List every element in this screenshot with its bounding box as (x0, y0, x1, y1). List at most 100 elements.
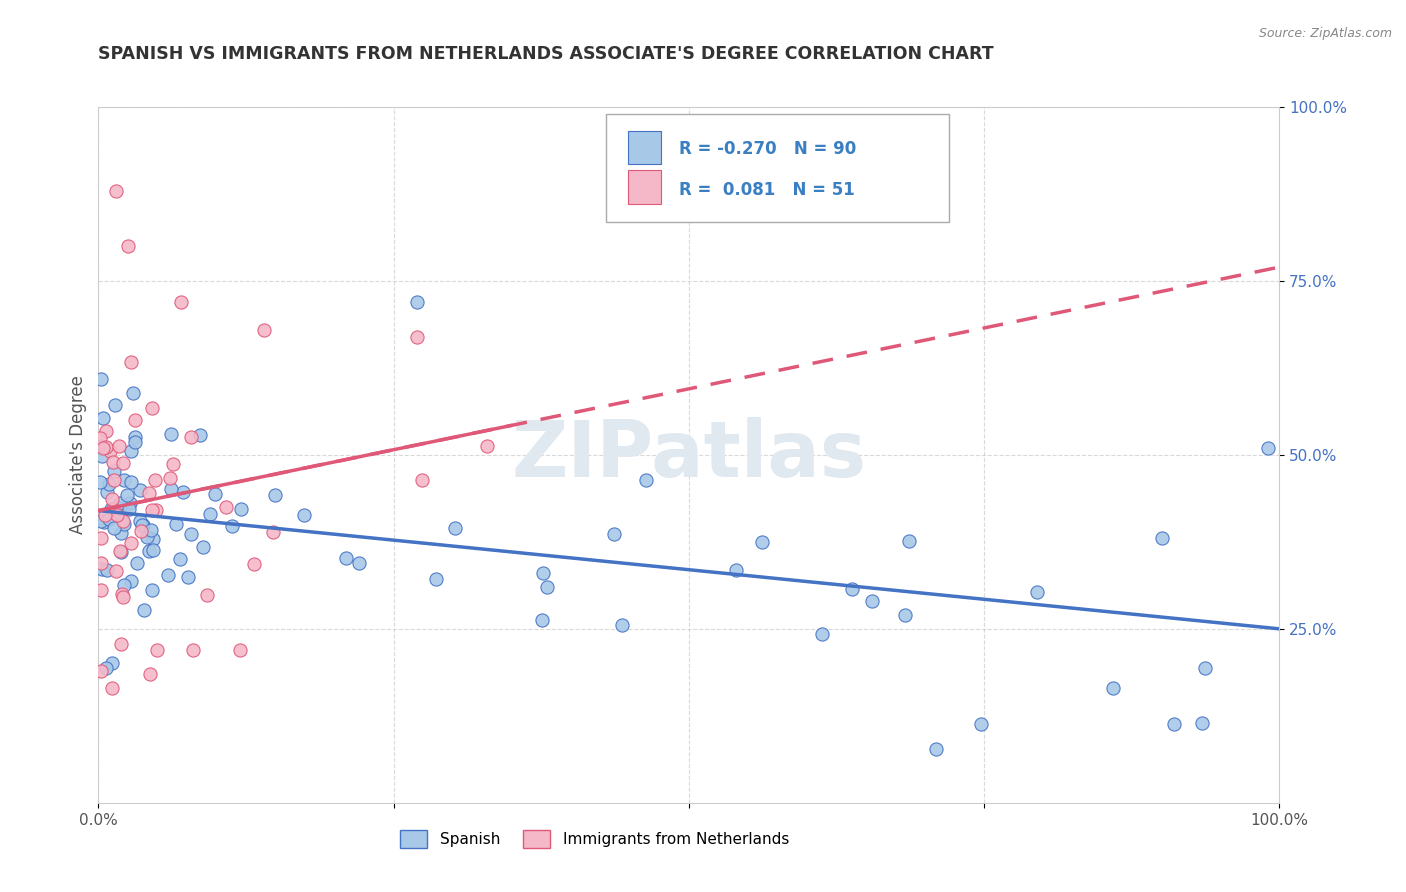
Point (221, 519, 243, 533)
Point (100, 492, 122, 507)
Point (198, 508, 221, 522)
Point (160, 426, 183, 441)
Point (1257, 441, 1279, 455)
Text: SPANISH VS IMMIGRANTS FROM NETHERLANDS ASSOCIATE'S DEGREE CORRELATION CHART: SPANISH VS IMMIGRANTS FROM NETHERLANDS A… (98, 45, 994, 62)
Point (124, 430, 146, 444)
Point (91, 449, 114, 463)
Point (91, 411, 114, 425)
Point (191, 541, 214, 555)
Point (107, 500, 129, 515)
Point (146, 642, 169, 657)
Point (894, 607, 917, 622)
Point (188, 427, 211, 442)
Point (97, 512, 120, 526)
Point (136, 530, 159, 544)
Legend: Spanish, Immigrants from Netherlands: Spanish, Immigrants from Netherlands (394, 823, 796, 855)
FancyBboxPatch shape (606, 114, 949, 222)
Point (90, 439, 112, 453)
Point (170, 294, 193, 309)
Point (120, 475, 142, 489)
Point (406, 329, 429, 343)
Point (1150, 532, 1173, 546)
Point (159, 471, 181, 485)
Point (89, 531, 111, 545)
Point (131, 517, 153, 532)
Point (90, 556, 112, 570)
Point (118, 501, 141, 516)
Point (98, 444, 121, 458)
Point (132, 602, 155, 616)
Point (1102, 681, 1125, 695)
Point (112, 514, 135, 528)
Point (93, 440, 115, 454)
Point (262, 525, 284, 540)
Point (841, 582, 863, 596)
Point (124, 434, 146, 449)
Point (181, 642, 204, 657)
Point (89, 475, 111, 489)
Point (347, 556, 370, 570)
Point (103, 464, 125, 478)
Point (751, 534, 773, 549)
Point (145, 503, 167, 517)
Point (90, 664, 112, 678)
Point (138, 485, 160, 500)
Point (129, 514, 152, 528)
Point (108, 544, 131, 558)
Point (1191, 716, 1213, 731)
Point (172, 485, 194, 500)
Bar (627, 131, 661, 164)
Point (180, 430, 202, 444)
Point (94, 440, 117, 454)
Point (111, 586, 134, 600)
Point (725, 563, 748, 577)
Point (117, 239, 139, 253)
Point (104, 398, 127, 412)
Point (970, 717, 993, 731)
Point (444, 520, 467, 534)
Point (897, 533, 920, 548)
Point (125, 556, 148, 570)
Point (536, 580, 558, 594)
Point (90, 372, 112, 386)
Point (292, 508, 315, 523)
Point (120, 443, 142, 458)
Point (120, 355, 142, 369)
Point (132, 518, 155, 533)
Point (107, 439, 129, 453)
Point (177, 570, 200, 584)
Point (112, 577, 135, 591)
Point (108, 496, 131, 510)
Point (229, 642, 252, 657)
Point (610, 618, 633, 632)
Point (103, 521, 125, 535)
Point (112, 516, 135, 531)
Point (105, 508, 128, 522)
Point (101, 501, 124, 516)
Point (121, 574, 143, 589)
Point (91, 441, 114, 455)
Point (204, 487, 226, 501)
Point (98, 477, 121, 491)
Point (110, 637, 132, 651)
Point (90, 562, 112, 576)
Point (93, 515, 115, 529)
Point (100, 502, 122, 516)
Point (143, 473, 166, 487)
Point (112, 473, 135, 487)
Point (159, 482, 181, 496)
Point (925, 742, 948, 756)
Point (156, 568, 179, 582)
Point (531, 566, 554, 580)
Point (335, 550, 357, 565)
Point (89, 514, 111, 528)
Point (195, 588, 218, 602)
Point (141, 401, 163, 415)
Point (1194, 661, 1216, 675)
Point (94, 661, 117, 675)
Point (129, 483, 152, 498)
Point (120, 535, 142, 549)
Point (103, 473, 125, 487)
Point (90, 582, 112, 597)
Point (115, 488, 138, 502)
